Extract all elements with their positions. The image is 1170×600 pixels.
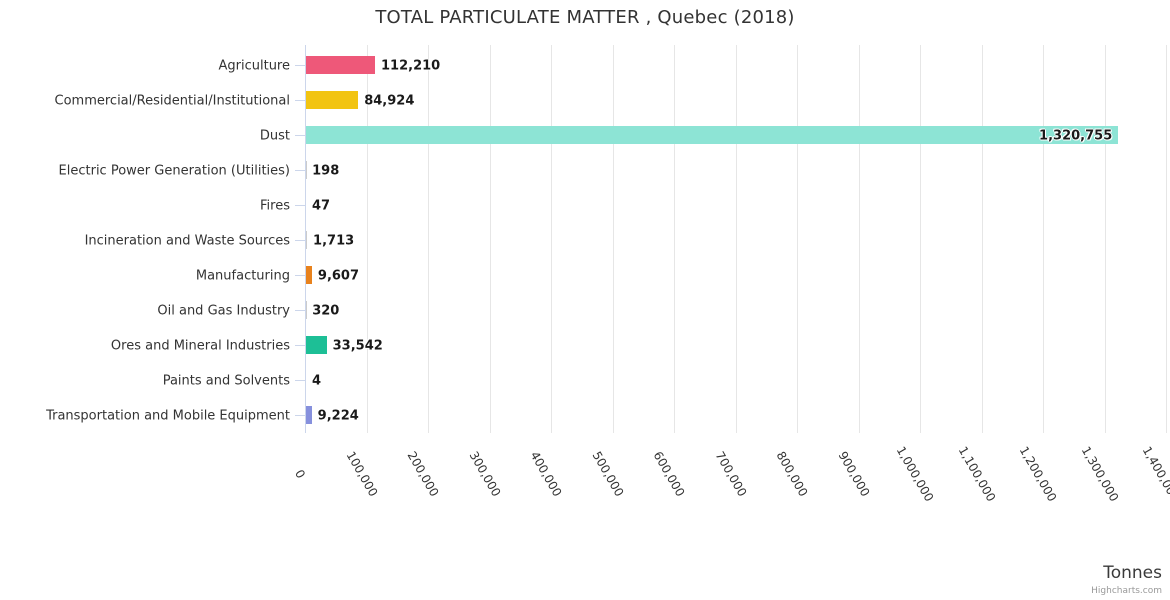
category-label: Manufacturing <box>195 268 290 283</box>
x-axis-label: 900,000 <box>835 449 872 499</box>
bar[interactable] <box>306 266 312 284</box>
value-label: 1,320,755 <box>1039 128 1113 143</box>
axis-tick <box>295 275 305 276</box>
bar[interactable] <box>306 91 359 109</box>
axis-tick <box>295 100 305 101</box>
grid-line <box>735 45 737 433</box>
x-axis-label: 1,000,000 <box>893 444 937 504</box>
axis-tick <box>295 205 305 206</box>
category-label: Incineration and Waste Sources <box>84 233 290 248</box>
x-axis-label: 400,000 <box>527 449 565 499</box>
chart-row: 198 <box>295 153 1166 188</box>
category-label: Oil and Gas Industry <box>157 303 290 318</box>
chart-row: 1,713 <box>295 223 1166 258</box>
axis-tick <box>295 310 305 311</box>
category-axis-line <box>305 45 306 433</box>
chart-row: 4 <box>295 363 1166 398</box>
category-label: Fires <box>260 198 290 213</box>
bar[interactable] <box>306 126 1119 144</box>
axis-tick <box>295 135 305 136</box>
category-label: Electric Power Generation (Utilities) <box>58 163 290 178</box>
chart-row: 84,924 <box>295 83 1166 118</box>
value-label: 47 <box>312 198 331 213</box>
axis-tick <box>295 345 305 346</box>
x-axis-label: 1,200,000 <box>1016 444 1060 504</box>
x-axis-label: 500,000 <box>589 449 626 499</box>
x-axis-label: 100,000 <box>343 449 380 499</box>
x-axis-label: 800,000 <box>773 449 811 499</box>
category-label: Paints and Solvents <box>162 373 290 388</box>
x-axis-label: 600,000 <box>650 449 688 499</box>
bar[interactable] <box>306 231 308 249</box>
chart-row: 1,320,755 <box>295 118 1166 153</box>
chart-row: 9,224 <box>295 398 1166 433</box>
grid-line <box>489 45 491 433</box>
axis-tick <box>295 380 305 381</box>
grid-line <box>1104 45 1106 433</box>
value-label: 1,713 <box>313 233 355 248</box>
grid-line <box>858 45 860 433</box>
bar[interactable] <box>306 56 375 74</box>
value-label: 9,224 <box>317 408 359 423</box>
value-label: 9,607 <box>317 268 360 283</box>
axis-tick <box>295 415 305 416</box>
x-axis-label: 1,400,000 <box>1139 444 1170 504</box>
value-label: 84,924 <box>364 93 415 108</box>
category-label: Agriculture <box>218 58 291 73</box>
grid-line <box>612 45 614 433</box>
chart-title: TOTAL PARTICULATE MATTER , Quebec (2018) <box>375 7 795 28</box>
x-axis-label: 200,000 <box>404 449 442 499</box>
category-axis: Agriculture Commercial/Residential/Instit… <box>0 48 290 433</box>
axis-tick <box>295 65 305 66</box>
grid-line <box>366 45 368 433</box>
chart-row: 9,607 <box>295 258 1166 293</box>
category-label: Ores and Mineral Industries <box>110 338 290 353</box>
value-label: 33,542 <box>332 338 383 353</box>
value-label: 320 <box>312 303 340 318</box>
grid-line <box>674 45 675 433</box>
chart-row: 47 <box>295 188 1166 223</box>
grid-line <box>797 45 798 433</box>
value-label: 198 <box>312 163 340 178</box>
bar[interactable] <box>306 406 312 424</box>
grid-line <box>428 45 429 433</box>
chart-row: 112,210 <box>295 48 1166 83</box>
chart-row: 33,542 <box>295 328 1166 363</box>
value-label: 4 <box>312 373 322 388</box>
x-axis-label: 700,000 <box>712 449 749 499</box>
grid-line <box>981 45 983 433</box>
plot-area: 112,210 84,924 1,320,755 198 47 1,713 9,607 320… <box>295 45 1167 433</box>
category-label: Commercial/Residential/Institutional <box>54 93 291 108</box>
x-axis-label: 0 <box>292 467 308 481</box>
grid-line <box>920 45 921 433</box>
x-axis-label: 300,000 <box>466 449 503 499</box>
grid-line <box>1043 45 1044 433</box>
x-axis-label: 1,300,000 <box>1078 444 1121 504</box>
category-label: Dust <box>259 128 290 143</box>
chart-row: 320 <box>295 293 1166 328</box>
axis-unit-label: Tonnes <box>1103 563 1162 583</box>
bar[interactable] <box>306 336 327 354</box>
axis-tick <box>295 170 305 171</box>
grid-line <box>1166 45 1167 433</box>
category-label: Transportation and Mobile Equipment <box>46 408 290 423</box>
x-axis-label: 1,100,000 <box>955 444 998 504</box>
axis-tick <box>295 240 305 241</box>
value-label: 112,210 <box>381 58 441 73</box>
highcharts-credits-link[interactable]: Highcharts.com <box>1091 586 1162 596</box>
grid-line <box>551 45 552 433</box>
